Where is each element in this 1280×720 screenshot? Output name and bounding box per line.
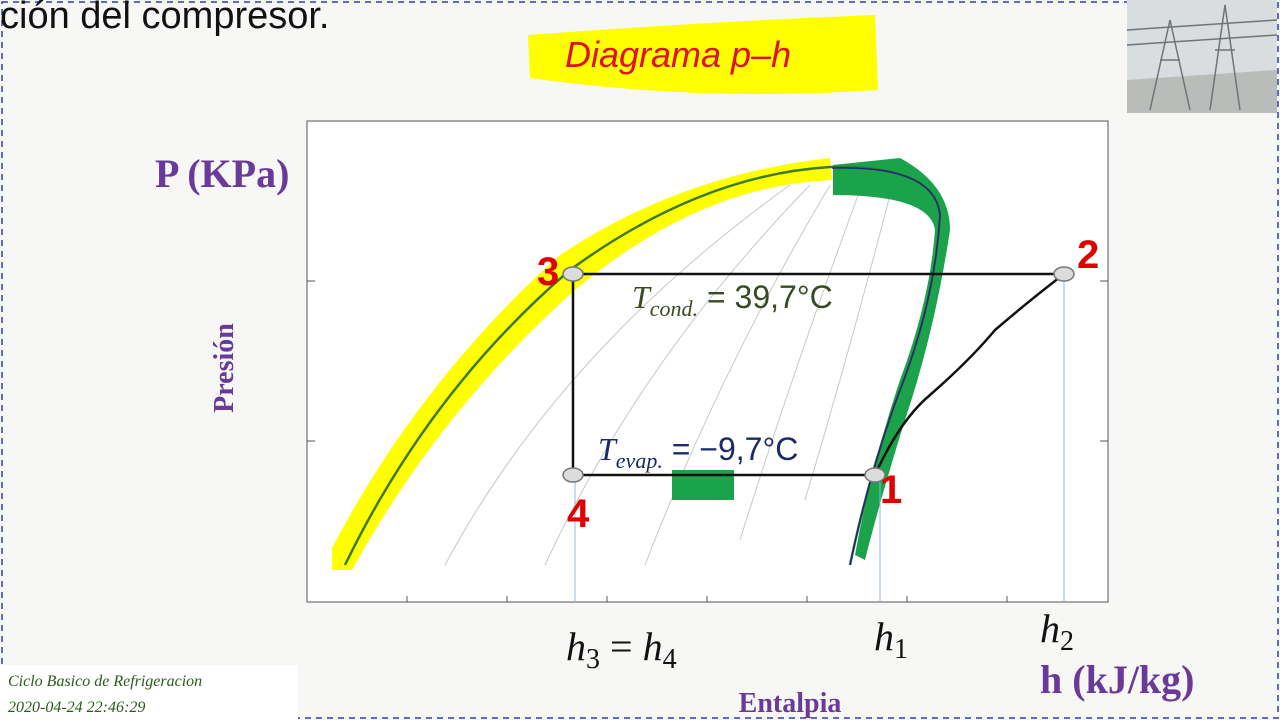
h2: h2 <box>1040 606 1074 657</box>
footer-name: Ciclo Basico de Refrigeracion <box>8 673 202 690</box>
title: Diagrama p–h <box>565 34 791 75</box>
projection-lines <box>574 280 1065 602</box>
h1: h1 <box>874 614 908 665</box>
h3-h4: h3 = h4 <box>566 624 677 675</box>
subscript: 4 <box>663 644 677 675</box>
symbol: T <box>632 279 652 315</box>
value: = 39,7°C <box>698 279 833 315</box>
point-label: 3 <box>537 250 559 294</box>
subscript: 3 <box>586 644 600 675</box>
h: h <box>874 614 894 659</box>
title-highlight <box>528 15 878 94</box>
x-axis-label: Entalpia <box>739 688 842 719</box>
point-label: 2 <box>1077 233 1099 277</box>
x-axis-unit: h (kJ/kg) <box>1040 657 1195 702</box>
y-axis-unit: P (KPa) <box>155 151 289 196</box>
quality-lines <box>444 184 891 566</box>
vapor-highlight <box>833 158 950 560</box>
cycle-points <box>562 266 1075 483</box>
subscript: cond. <box>650 296 698 321</box>
t-cond: Tcond. = 39,7°C <box>632 279 833 321</box>
equals: = <box>600 624 643 669</box>
subscript: evap. <box>616 448 663 473</box>
subscript: 1 <box>894 634 908 665</box>
symbol: T <box>598 431 618 467</box>
footer-timestamp: 2020-04-24 22:46:29 <box>8 699 145 716</box>
heading: ción del compresor. <box>0 0 330 37</box>
y-axis-label: Presión <box>209 323 240 413</box>
cycle <box>571 272 1065 477</box>
point-label: 1 <box>880 468 902 512</box>
point-label: 4 <box>567 492 590 536</box>
h: h <box>1040 606 1060 651</box>
t-evap: Tevap. = −9,7°C <box>598 431 798 473</box>
frame-ticks <box>307 280 1108 602</box>
value: = −9,7°C <box>663 431 799 467</box>
subscript: 2 <box>1060 626 1074 657</box>
footer-box <box>0 665 298 720</box>
photo <box>1126 0 1278 113</box>
h: h <box>643 624 663 669</box>
h: h <box>566 624 586 669</box>
